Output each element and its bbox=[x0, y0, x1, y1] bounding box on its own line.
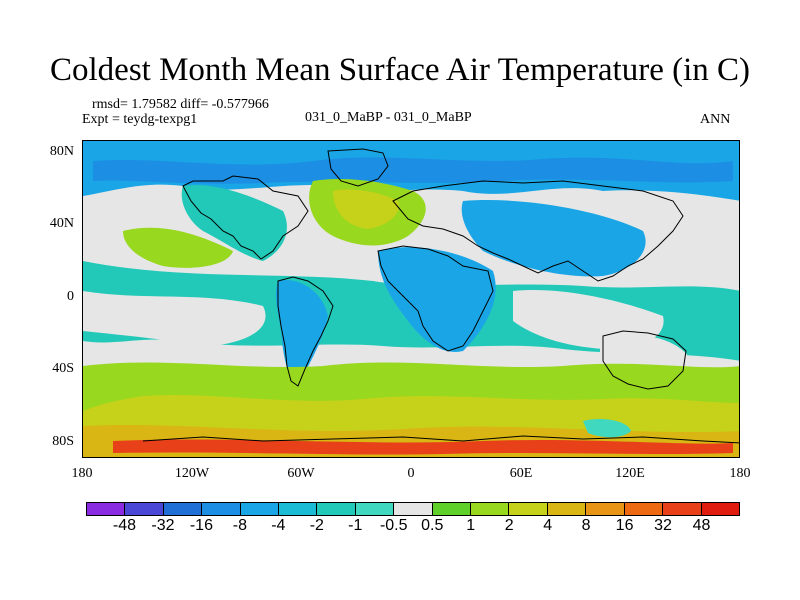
colorbar-label: -0.5 bbox=[379, 517, 408, 534]
colorbar-label: 32 bbox=[654, 517, 672, 534]
colorbar-label: 1 bbox=[466, 517, 476, 534]
x-tick-120w: 120W bbox=[174, 466, 210, 481]
x-tick-120e: 120E bbox=[615, 466, 645, 481]
south-america-cool bbox=[275, 280, 328, 386]
antarctic-hot bbox=[113, 439, 733, 455]
pacific-neutral-gap bbox=[83, 291, 266, 346]
north-america-cool bbox=[181, 185, 287, 261]
colorbar-label: -1 bbox=[348, 517, 363, 534]
colorbar-label: 8 bbox=[581, 517, 591, 534]
colorbar-label: -32 bbox=[151, 517, 175, 534]
colorbar-label: 2 bbox=[504, 517, 514, 534]
coast-africa bbox=[377, 245, 494, 352]
x-tick-180e: 180 bbox=[729, 466, 751, 481]
comparison-label: 031_0_MaBP - 031_0_MaBP bbox=[305, 110, 472, 125]
colorbar-label: 0.5 bbox=[421, 517, 444, 534]
colorbar-label: 16 bbox=[615, 517, 634, 534]
experiment-label: Expt = teydg-texpg1 bbox=[82, 112, 198, 127]
colorbar-box bbox=[586, 503, 625, 515]
temperature-field bbox=[83, 141, 739, 457]
colorbar-box bbox=[163, 503, 203, 515]
x-tick-180w: 180 bbox=[71, 466, 93, 481]
y-tick-40n: 40N bbox=[49, 216, 74, 231]
colorbar-box bbox=[87, 503, 126, 515]
colorbar-label: -4 bbox=[271, 517, 286, 534]
colorbar-label: 48 bbox=[692, 517, 711, 534]
north-pacific-warm bbox=[123, 227, 233, 268]
coast-north-america bbox=[182, 175, 309, 260]
coastlines bbox=[142, 148, 739, 444]
x-tick-60w: 60W bbox=[287, 466, 315, 481]
y-tick-80n: 80N bbox=[49, 144, 74, 159]
y-tick-80s: 80S bbox=[52, 434, 74, 449]
x-tick-0: 0 bbox=[407, 466, 415, 481]
colorbar-box bbox=[624, 503, 664, 515]
colorbar-box bbox=[432, 503, 472, 515]
africa-cool bbox=[378, 247, 496, 352]
coast-australia bbox=[602, 330, 687, 390]
colorbar-box bbox=[317, 503, 356, 515]
stats-text: rmsd= 1.79582 diff= -0.577966 bbox=[92, 97, 269, 112]
colorbar-box bbox=[279, 503, 318, 515]
coast-greenland bbox=[327, 148, 389, 187]
antarctic-cool-patch bbox=[583, 419, 631, 438]
colorbar-box bbox=[125, 503, 164, 515]
y-tick-40s: 40S bbox=[52, 361, 74, 376]
colorbar-box bbox=[202, 503, 241, 515]
colorbar-box bbox=[547, 503, 587, 515]
asia-cool bbox=[461, 200, 646, 277]
coast-south-america bbox=[277, 276, 334, 387]
map-panel bbox=[82, 140, 740, 458]
season-label: ANN bbox=[700, 112, 731, 127]
arctic-deep-cool bbox=[93, 157, 733, 184]
colorbar-label: -16 bbox=[189, 517, 213, 534]
chart-title: Coldest Month Mean Surface Air Temperatu… bbox=[50, 52, 750, 88]
colorbar-box bbox=[701, 503, 739, 515]
colorbar-box bbox=[471, 503, 510, 515]
colorbar bbox=[86, 502, 740, 516]
colorbar-box bbox=[394, 503, 433, 515]
colorbar-label: -8 bbox=[232, 517, 247, 534]
x-tick-60e: 60E bbox=[509, 466, 533, 481]
colorbar-label: -48 bbox=[112, 517, 137, 534]
colorbar-label: 4 bbox=[543, 517, 553, 534]
coast-eurasia bbox=[392, 180, 684, 282]
colorbar-box bbox=[509, 503, 548, 515]
eurasia-warm-core bbox=[333, 189, 399, 229]
coast-antarctica bbox=[142, 435, 739, 444]
colorbar-box bbox=[663, 503, 702, 515]
colorbar-box bbox=[240, 503, 280, 515]
colorbar-label: -2 bbox=[309, 517, 324, 534]
colorbar-box bbox=[355, 503, 395, 515]
y-tick-0: 0 bbox=[67, 289, 74, 304]
